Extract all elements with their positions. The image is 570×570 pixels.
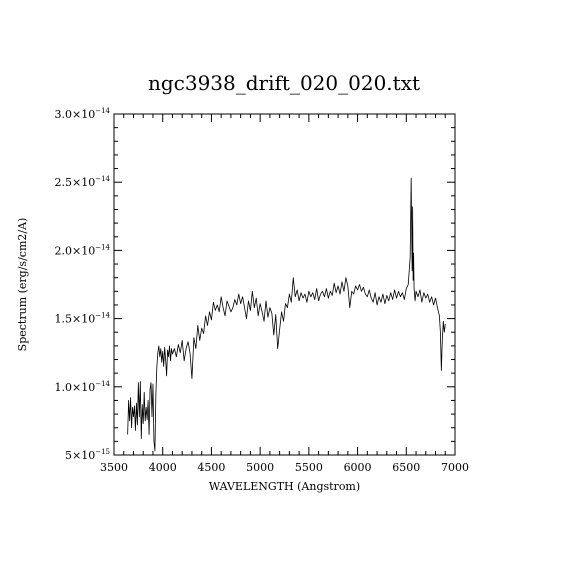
y-tick-label: 1.5×10−14 bbox=[55, 312, 111, 326]
y-axis-label: Spectrum (erg/s/cm2/A) bbox=[16, 218, 29, 352]
x-tick-label: 7000 bbox=[441, 461, 469, 474]
y-tick-label: 1.0×10−14 bbox=[55, 380, 111, 394]
x-tick-label: 5500 bbox=[295, 461, 323, 474]
axis-ticks bbox=[113, 113, 456, 456]
y-tick-label: 2.0×10−14 bbox=[55, 243, 111, 257]
x-tick-label: 3500 bbox=[100, 461, 128, 474]
x-tick-label: 6500 bbox=[392, 461, 420, 474]
x-tick-label: 6000 bbox=[344, 461, 372, 474]
tick-labels: 3500 4000 4500 5000 5500 6000 6500 7000 5×10−15 1… bbox=[55, 107, 470, 474]
y-tick-label: 5×10−15 bbox=[65, 448, 110, 462]
y-tick-label: 3.0×10−14 bbox=[55, 107, 111, 121]
plot-frame bbox=[113, 113, 456, 456]
x-tick-label: 4000 bbox=[149, 461, 177, 474]
chart-title: ngc3938_drift_020_020.txt bbox=[148, 71, 420, 95]
spectrum-series-line bbox=[127, 177, 446, 452]
y-tick-label: 2.5×10−14 bbox=[55, 175, 111, 189]
x-axis-label: WAVELENGTH (Angstrom) bbox=[209, 480, 360, 493]
x-tick-label: 5000 bbox=[246, 461, 274, 474]
x-tick-label: 4500 bbox=[197, 461, 225, 474]
